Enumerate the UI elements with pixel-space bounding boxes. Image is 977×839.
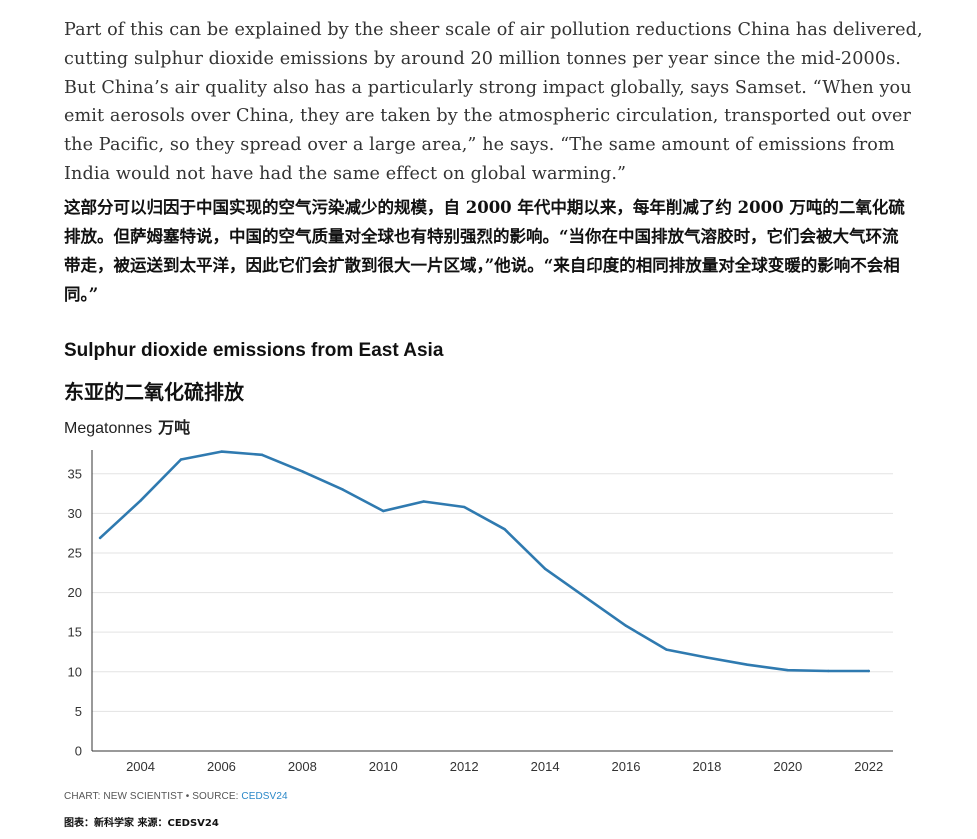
- data-point: [382, 509, 385, 513]
- y-tick-label: 35: [68, 466, 82, 481]
- series-line: [98, 450, 871, 673]
- article-body: Part of this can be explained by the she…: [64, 16, 924, 309]
- x-tick-label: 2014: [531, 759, 560, 774]
- paragraph-english: Part of this can be explained by the she…: [64, 20, 923, 184]
- data-point: [624, 624, 628, 628]
- data-point: [867, 669, 870, 673]
- series-layer: [98, 450, 871, 673]
- y-tick-label: 0: [75, 744, 82, 759]
- grid-lines: [92, 473, 893, 712]
- data-point: [179, 458, 183, 461]
- data-point: [462, 505, 466, 509]
- data-point: [422, 500, 425, 503]
- y-tick-label: 5: [75, 704, 82, 719]
- chart-credit-chinese: 图表：新科学家 来源：CEDSV24: [64, 818, 219, 829]
- x-tick-label: 2008: [288, 759, 317, 774]
- y-tick-label: 25: [68, 545, 82, 560]
- chart-title: Sulphur dioxide emissions from East Asia: [64, 340, 444, 361]
- axes: [91, 450, 893, 752]
- data-point: [705, 656, 709, 659]
- y-tick-label: 15: [68, 625, 82, 640]
- x-tick-label: 2012: [450, 759, 479, 774]
- data-point: [98, 536, 102, 540]
- data-point: [584, 596, 587, 599]
- data-point: [139, 499, 142, 502]
- x-tick-label: 2018: [692, 759, 721, 774]
- chart-title-chinese: 东亚的二氧化硫排放: [64, 380, 244, 404]
- x-tick-label: 2010: [369, 759, 398, 774]
- y-tick-label: 20: [68, 585, 82, 600]
- x-tick-label: 2004: [126, 759, 155, 774]
- x-tick-label: 2020: [773, 759, 802, 774]
- y-axis-label-english: Megatonnes: [64, 420, 153, 437]
- data-point: [503, 528, 506, 531]
- y-axis-label-chinese: 万吨: [158, 418, 191, 437]
- data-point: [301, 470, 304, 473]
- credit-source-link[interactable]: CEDSV24: [241, 791, 288, 802]
- x-tick-label: 2006: [207, 759, 236, 774]
- data-point: [260, 453, 264, 456]
- line-chart: 0 5 10 15 20 25 30 35 2004 2006 2008 2010 2012 2014 20…: [68, 450, 893, 774]
- data-point: [827, 669, 830, 673]
- data-point: [341, 488, 345, 491]
- tick-labels: 0 5 10 15 20 25 30 35 2004 2006 2008 2010 2012 2014 20…: [68, 466, 884, 774]
- x-tick-label: 2022: [854, 759, 883, 774]
- paragraph-chinese: 这部分可以归因于中国实现的空气污染减少的规模，自 2000 年代中期以来，每年削…: [64, 197, 905, 304]
- y-axis-label: Megatonnes 万吨: [64, 414, 190, 438]
- data-point: [665, 648, 668, 651]
- chart-credit: CHART: NEW SCIENTIST • SOURCE: CEDSV24: [64, 791, 288, 802]
- x-tick-label: 2016: [612, 759, 641, 774]
- data-point: [543, 567, 547, 571]
- y-tick-label: 30: [68, 506, 82, 521]
- y-tick-label: 10: [68, 664, 82, 679]
- data-point: [220, 450, 223, 453]
- data-point: [746, 663, 749, 666]
- data-point: [786, 669, 790, 672]
- credit-label: CHART: NEW SCIENTIST • SOURCE:: [64, 791, 242, 802]
